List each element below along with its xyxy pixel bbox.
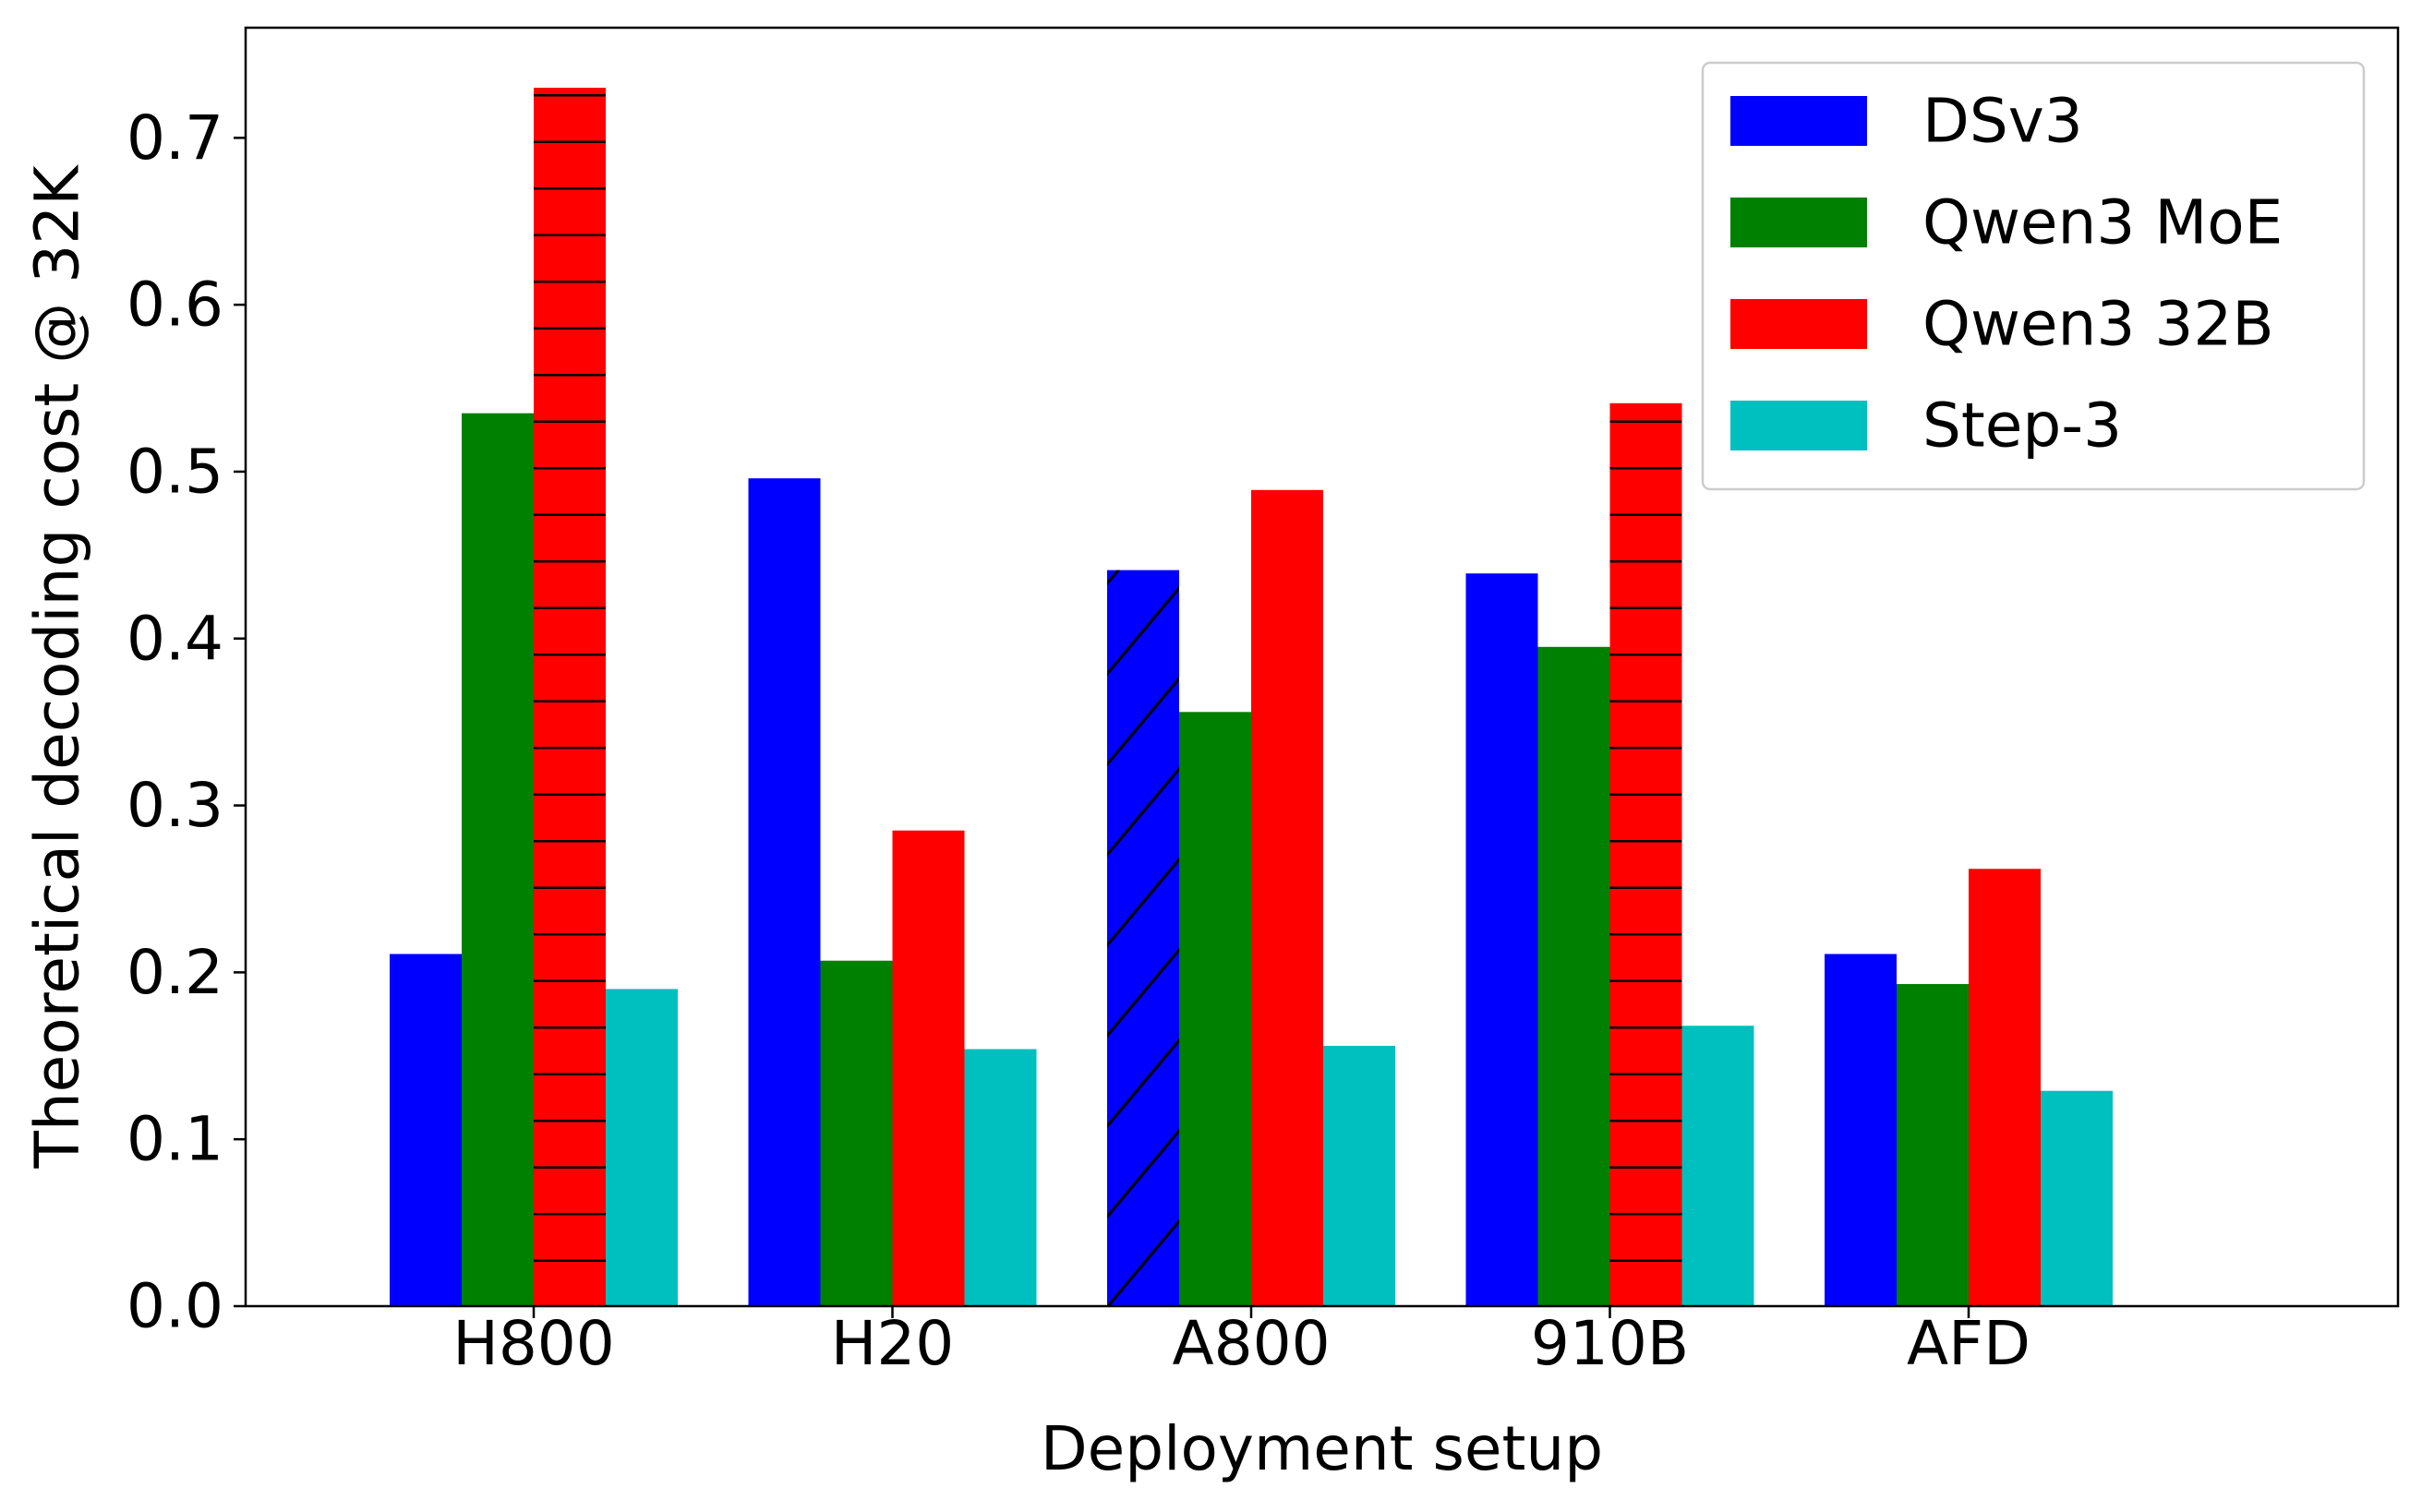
bar-dsv3-h800 [390, 954, 462, 1306]
y-tick-label: 0.0 [127, 1271, 223, 1342]
legend: DSv3 Qwen3 MoE Qwen3 32B Step-3 [1701, 61, 2366, 491]
plot-area [390, 88, 2113, 1307]
x-tick-label-afd: AFD [1907, 1308, 2030, 1379]
y-tick-label: 0.5 [127, 436, 223, 507]
axes-frame [244, 26, 2400, 1308]
legend-swatch-qwen3-32b [1730, 299, 1867, 349]
x-tick-label-910b: 910B [1531, 1308, 1689, 1379]
legend-swatch-step-3 [1730, 401, 1867, 450]
y-tick-label: 0.6 [127, 270, 223, 341]
legend-label-qwen3-moe: Qwen3 MoE [1922, 187, 2283, 258]
bar-qwen3-32b-afd [1969, 869, 2041, 1306]
x-tick-label-a800: A800 [1172, 1308, 1330, 1379]
legend-label-step-3: Step-3 [1922, 390, 2122, 462]
bar-qwen3-32b-910b-hatch [1609, 402, 1682, 1306]
axes: 0.0 0.1 0.2 0.3 0.4 0.5 0.6 0.7 H800 H20 A800 910B A… [22, 26, 2400, 1484]
bar-qwen3-moe-h800 [462, 413, 534, 1307]
y-tick-label: 0.1 [127, 1104, 223, 1175]
x-axis-title: Deployment setup [1041, 1413, 1603, 1484]
y-tick-label: 0.2 [127, 937, 223, 1008]
legend-swatch-dsv3 [1730, 96, 1867, 146]
bar-step-3-a800 [1323, 1045, 1395, 1306]
legend-swatch-qwen3-moe [1730, 198, 1867, 247]
x-tick-label-h20: H20 [831, 1308, 955, 1379]
legend-label-qwen3-32b: Qwen3 32B [1922, 289, 2274, 360]
bar-step-3-h800 [606, 989, 678, 1306]
y-axis-title: Theoretical decoding cost @ 32K [22, 164, 93, 1170]
bar-qwen3-32b-h20 [892, 830, 965, 1306]
bar-dsv3-910b [1465, 573, 1538, 1306]
legend-box [1701, 61, 2366, 491]
bar-qwen3-32b-h800-hatch [534, 88, 606, 1306]
bar-dsv3-h20 [748, 478, 821, 1306]
y-tick-label: 0.3 [127, 770, 223, 841]
bar-dsv3-a800-hatch [1107, 570, 1179, 1306]
legend-label-dsv3: DSv3 [1922, 86, 2083, 157]
bar-qwen3-32b-a800 [1251, 489, 1323, 1306]
bar-step-3-afd [2041, 1090, 2113, 1306]
bar-dsv3-afd [1825, 954, 1897, 1306]
y-tick-label: 0.4 [127, 603, 223, 674]
bar-qwen3-moe-a800 [1179, 712, 1251, 1306]
bar-step-3-h20 [964, 1049, 1037, 1306]
bar-step-3-910b [1681, 1026, 1754, 1306]
bar-qwen3-moe-h20 [820, 960, 893, 1306]
bar-qwen3-moe-910b [1537, 646, 1610, 1306]
x-tick-label-h800: H800 [452, 1308, 615, 1379]
bar-qwen3-moe-afd [1897, 984, 1969, 1306]
y-tick-label: 0.7 [127, 102, 223, 174]
